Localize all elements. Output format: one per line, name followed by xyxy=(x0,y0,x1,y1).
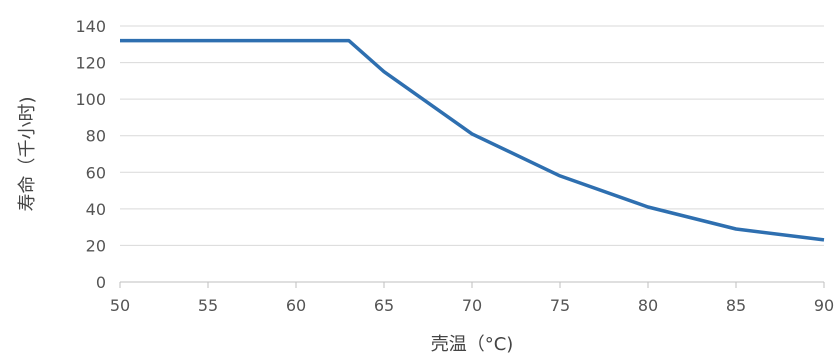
x-axis-title: 壳温（°C) xyxy=(431,334,514,355)
y-axis-title: 寿命（千小时) xyxy=(17,96,38,211)
y-tick-label-120: 120 xyxy=(75,54,106,73)
x-tick-label-65: 65 xyxy=(374,296,394,315)
x-tick-label-60: 60 xyxy=(286,296,306,315)
y-tick-label-40: 40 xyxy=(86,200,106,219)
axes xyxy=(119,281,825,288)
y-tick-label-20: 20 xyxy=(86,236,106,255)
x-tick-labels: 50 55 60 65 70 75 80 85 90 xyxy=(110,296,834,315)
y-tick-label-60: 60 xyxy=(86,163,106,182)
x-tick-label-75: 75 xyxy=(550,296,570,315)
grid-lines xyxy=(120,25,824,246)
y-tick-label-0: 0 xyxy=(96,273,106,292)
y-tick-label-100: 100 xyxy=(75,90,106,109)
series-layer xyxy=(120,38,825,242)
x-tick-label-90: 90 xyxy=(814,296,834,315)
y-tick-label-140: 140 xyxy=(75,17,106,36)
series-line-0 xyxy=(120,38,825,242)
x-tick-label-70: 70 xyxy=(462,296,482,315)
x-tick-label-55: 55 xyxy=(198,296,218,315)
x-tick-label-80: 80 xyxy=(638,296,658,315)
x-tick-label-85: 85 xyxy=(726,296,746,315)
y-tick-labels: 0 20 40 60 80 100 120 140 xyxy=(75,17,106,292)
y-tick-label-80: 80 xyxy=(86,127,106,146)
x-tick-label-50: 50 xyxy=(110,296,130,315)
